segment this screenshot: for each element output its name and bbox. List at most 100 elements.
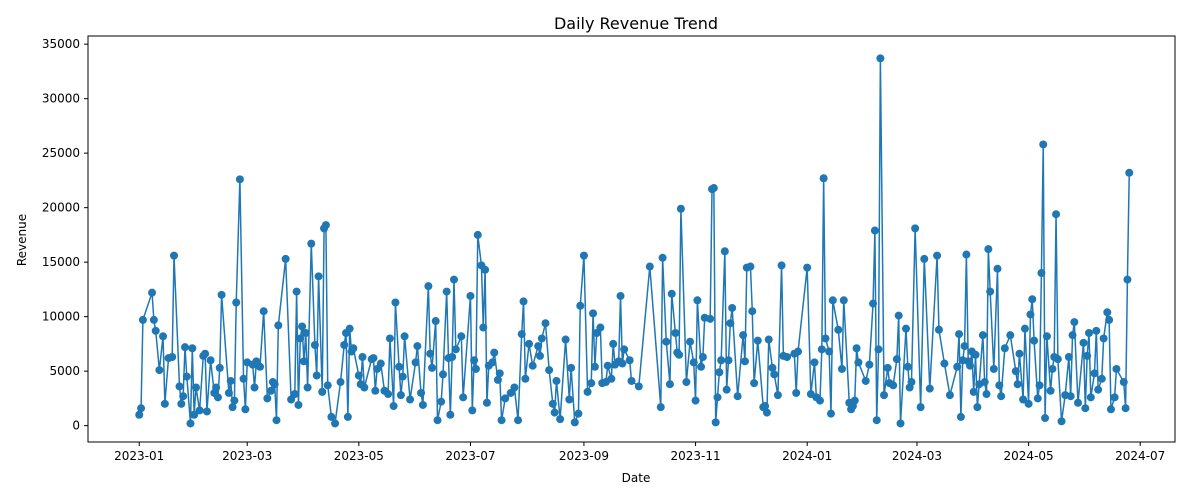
revenue-point — [911, 224, 920, 233]
revenue-point — [561, 335, 570, 344]
revenue-point — [188, 344, 197, 353]
revenue-point — [541, 319, 550, 328]
revenue-point — [545, 366, 554, 375]
revenue-point — [986, 287, 995, 296]
revenue-point — [224, 388, 233, 397]
revenue-point — [1039, 140, 1048, 149]
revenue-point — [574, 409, 583, 418]
revenue-point — [596, 323, 605, 332]
revenue-point — [270, 380, 279, 389]
revenue-point — [609, 339, 618, 348]
revenue-point — [431, 317, 440, 326]
revenue-point — [821, 334, 830, 343]
revenue-point — [1070, 318, 1079, 327]
revenue-point — [896, 419, 905, 428]
revenue-point — [459, 393, 468, 402]
revenue-point — [1006, 331, 1015, 340]
revenue-point — [389, 402, 398, 411]
revenue-point — [618, 359, 627, 368]
revenue-point — [982, 390, 991, 399]
revenue-point — [1112, 364, 1121, 373]
revenue-point — [1013, 380, 1022, 389]
revenue-point — [343, 412, 352, 421]
revenue-point — [777, 261, 786, 270]
revenue-point — [834, 325, 843, 334]
revenue-point — [1103, 308, 1112, 317]
revenue-point — [349, 344, 358, 353]
revenue-point — [1033, 394, 1042, 403]
x-axis-label: Date — [622, 471, 651, 485]
revenue-point — [770, 370, 779, 379]
revenue-point — [671, 329, 680, 338]
x-tick-label: 2023-01 — [114, 449, 164, 463]
revenue-point — [493, 375, 502, 384]
revenue-point — [385, 334, 394, 343]
y-tick-label: 30000 — [42, 92, 80, 106]
revenue-point — [331, 419, 340, 428]
revenue-point — [709, 184, 718, 193]
revenue-point — [259, 307, 268, 316]
revenue-point — [962, 250, 971, 259]
revenue-point — [1026, 310, 1035, 319]
revenue-point — [468, 406, 477, 415]
revenue-point — [490, 348, 499, 357]
revenue-point — [682, 378, 691, 387]
revenue-point — [360, 383, 369, 392]
revenue-point — [739, 331, 748, 340]
revenue-point — [726, 319, 735, 328]
revenue-point — [865, 360, 874, 369]
revenue-point — [418, 400, 427, 409]
revenue-point — [733, 392, 742, 401]
x-tick-label: 2024-05 — [1004, 449, 1054, 463]
revenue-point — [536, 351, 545, 360]
revenue-point — [1048, 364, 1057, 373]
revenue-point — [448, 352, 457, 361]
revenue-point — [1068, 331, 1077, 340]
revenue-point — [232, 298, 241, 307]
revenue-point — [501, 394, 510, 403]
revenue-point — [698, 352, 707, 361]
revenue-point — [398, 372, 407, 381]
revenue-point — [980, 378, 989, 387]
revenue-point — [314, 272, 323, 281]
revenue-point — [894, 311, 903, 320]
revenue-point — [616, 291, 625, 300]
revenue-point — [457, 332, 466, 341]
revenue-point — [1094, 385, 1103, 394]
revenue-point — [1052, 210, 1061, 219]
revenue-point — [817, 345, 826, 354]
revenue-point — [396, 391, 405, 400]
revenue-point — [1121, 404, 1130, 413]
revenue-point — [345, 324, 354, 333]
revenue-point — [226, 376, 235, 385]
revenue-point — [290, 390, 299, 399]
revenue-point — [272, 416, 281, 425]
revenue-point — [426, 349, 435, 358]
revenue-point — [889, 381, 898, 390]
revenue-point — [201, 349, 210, 358]
revenue-point — [170, 251, 179, 260]
revenue-point — [748, 307, 757, 316]
revenue-point — [266, 386, 275, 395]
revenue-point — [676, 204, 685, 213]
revenue-point — [892, 355, 901, 364]
revenue-point — [724, 356, 733, 365]
revenue-point — [439, 370, 448, 379]
revenue-point — [400, 332, 409, 341]
revenue-point — [137, 404, 146, 413]
revenue-point — [576, 301, 585, 310]
revenue-point — [953, 362, 962, 371]
revenue-point — [473, 230, 482, 239]
revenue-point — [301, 329, 310, 338]
revenue-point — [1011, 367, 1020, 376]
revenue-point — [883, 363, 892, 372]
revenue-point — [691, 396, 700, 405]
revenue-point — [874, 345, 883, 354]
revenue-point — [978, 331, 987, 340]
revenue-point — [550, 408, 559, 417]
revenue-point — [794, 347, 803, 356]
revenue-point — [521, 374, 530, 383]
revenue-point — [1041, 414, 1050, 423]
revenue-point — [182, 372, 191, 381]
revenue-point — [395, 362, 404, 371]
